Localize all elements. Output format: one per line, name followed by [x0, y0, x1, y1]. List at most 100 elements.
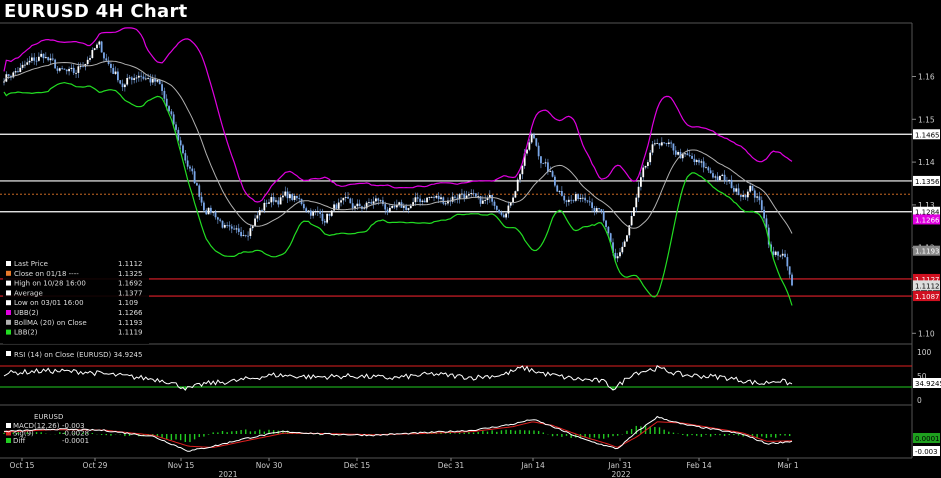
- candle-body: [495, 205, 498, 210]
- price-axis-badges: 1.14651.13561.12841.12661.11931.11271.11…: [913, 129, 940, 302]
- candle-body: [314, 211, 317, 213]
- macd-legend-value-2: -0.0001: [62, 437, 89, 445]
- candle-body: [702, 161, 705, 168]
- macd-line: [3, 415, 793, 452]
- candle-body: [221, 220, 224, 228]
- candle-body: [472, 193, 475, 194]
- candle-body: [707, 167, 710, 171]
- candle-body: [395, 204, 398, 208]
- x-tick-label-2: Nov 15: [168, 461, 195, 470]
- candle-body: [684, 153, 686, 155]
- candle-body: [581, 197, 584, 199]
- candle-body: [440, 197, 442, 200]
- candle-body: [409, 206, 412, 209]
- candle-body: [123, 84, 126, 88]
- candle-body: [698, 160, 700, 163]
- candle-body: [316, 211, 319, 212]
- candle-body: [674, 150, 677, 155]
- candle-body: [302, 204, 305, 209]
- bollma-line: [3, 60, 793, 234]
- candle-body: [93, 48, 96, 50]
- candle-body: [602, 211, 605, 221]
- candle-body: [242, 235, 245, 237]
- candle-body: [172, 114, 175, 125]
- candle-body: [393, 205, 396, 208]
- candle-body: [614, 252, 617, 259]
- candle-body: [644, 165, 647, 168]
- candle-body: [621, 246, 624, 253]
- candle-body: [163, 90, 166, 99]
- candle-body: [200, 196, 203, 203]
- candle-body: [609, 233, 612, 243]
- candle-body: [307, 210, 310, 212]
- chart-title: EURUSD 4H Chart: [4, 1, 188, 22]
- candle-body: [26, 62, 29, 65]
- candle-body: [182, 145, 184, 154]
- candle-body: [428, 197, 431, 198]
- price-badge-4: 1.1193: [915, 248, 940, 256]
- candle-body: [196, 183, 198, 186]
- x-tick-label-0: Oct 15: [10, 461, 35, 470]
- candle-body: [119, 80, 122, 84]
- candle-body: [140, 75, 143, 77]
- candle-body: [728, 179, 731, 181]
- candle-body: [379, 200, 382, 202]
- candle-body: [507, 205, 510, 214]
- macd-badges: 0.0001 -0.003: [913, 433, 940, 456]
- candle-body: [149, 78, 152, 83]
- candle-body: [765, 218, 768, 228]
- candle-body: [270, 197, 273, 203]
- candle-body: [767, 227, 770, 245]
- candle-body: [533, 134, 535, 139]
- price-badge-bg-6: [913, 280, 940, 291]
- candle-body: [651, 144, 654, 153]
- price-tick-label-5: 1.11: [918, 287, 935, 296]
- panel-frames: [0, 22, 913, 459]
- horizontal-levels: [0, 133, 912, 297]
- candle-body: [33, 57, 36, 61]
- candle-body: [781, 253, 784, 256]
- candle-body: [151, 78, 154, 83]
- candle-body: [321, 213, 324, 221]
- candle-body: [328, 213, 331, 216]
- candle-body: [721, 174, 724, 176]
- legend-value-2: 1.1692: [118, 280, 143, 288]
- candle-body: [488, 194, 491, 199]
- price-legend: Last Price 1.1112 Close on 01/18 ---- 1.132…: [3, 258, 149, 344]
- candle-body: [298, 198, 301, 199]
- legend-swatch-2: [6, 280, 11, 286]
- candle-body: [312, 212, 315, 216]
- legend-swatch-7: [6, 329, 11, 335]
- candle-body: [502, 214, 505, 218]
- candle-body: [623, 241, 626, 247]
- candle-body: [263, 202, 266, 211]
- candle-body: [481, 200, 484, 204]
- candle-body: [667, 142, 670, 145]
- candle-body: [584, 197, 587, 201]
- candle-body: [291, 194, 294, 200]
- candle-body: [565, 200, 568, 202]
- legend-value-7: 1.1119: [118, 329, 143, 337]
- legend-label-6: BollMA (20) on Close: [14, 319, 87, 327]
- legend-swatch-3: [6, 290, 11, 296]
- price-badge-bg-5: [913, 273, 940, 284]
- price-badge-6: 1.1112: [915, 282, 940, 290]
- lbb-line: [3, 81, 793, 306]
- candle-body: [319, 211, 322, 214]
- candle-body: [735, 188, 738, 192]
- candle-body: [398, 202, 401, 205]
- candle-body: [335, 204, 338, 209]
- price-candles: [3, 40, 793, 287]
- candle-body: [712, 173, 714, 178]
- macd-legend-label-0: MACD(12,26): [13, 422, 60, 430]
- candle-body: [65, 69, 68, 72]
- candle-body: [177, 129, 180, 141]
- legend-label-2: High on 10/28 16:00: [14, 280, 86, 288]
- candle-body: [342, 197, 345, 201]
- candle-body: [579, 197, 582, 199]
- candle-body: [114, 71, 117, 74]
- candle-body: [251, 226, 254, 229]
- macd-badge-bg-0: [913, 433, 940, 443]
- candle-body: [24, 64, 26, 66]
- ubb-line: [3, 27, 793, 203]
